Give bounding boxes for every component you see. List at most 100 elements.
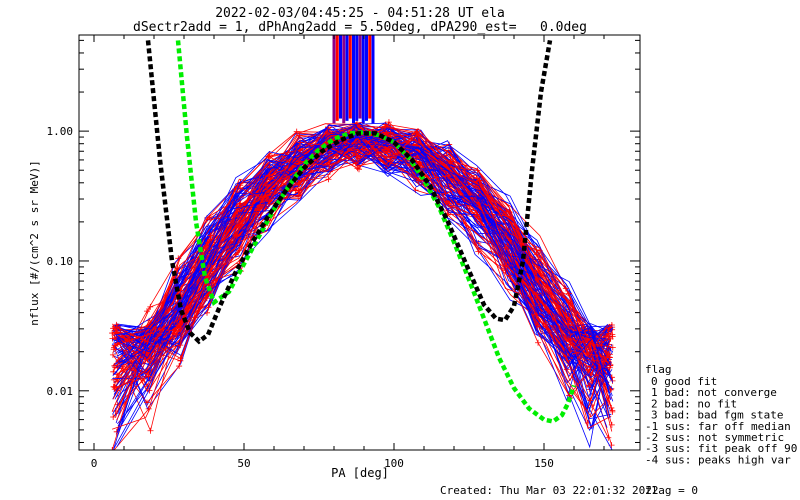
sweep-point [173, 331, 180, 338]
y-tick-label: 0.01 [47, 385, 74, 398]
y-axis-label: nflux [#/(cm^2 s sr MeV)] [28, 160, 41, 326]
legend-title: flag [645, 363, 672, 376]
sweep-point [114, 378, 121, 385]
blue-sweep-line [113, 133, 609, 366]
y-tick-label: 1.00 [47, 125, 74, 138]
peak-bars [332, 35, 375, 124]
legend-entry: -1 sus: far off median [645, 420, 791, 433]
sweep-point [266, 172, 273, 179]
peak-bar [368, 35, 372, 119]
plot-frame [78, 34, 641, 451]
sweep-point [609, 377, 616, 384]
fit-curves [145, 40, 577, 424]
sweep-point [325, 176, 332, 183]
peak-bar [358, 35, 362, 119]
sweep-point [566, 316, 573, 323]
chart-title: 2022-02-03/04:45:25 - 04:51:28 UT ela [215, 6, 505, 21]
sweep-point [353, 151, 360, 158]
sweep-point [147, 427, 154, 434]
peak-bar [365, 35, 368, 121]
sweep-point [143, 399, 150, 406]
sweep-point [609, 344, 616, 351]
sweep-point [295, 179, 302, 186]
sweep-point [145, 373, 152, 380]
red-sweep-line [114, 133, 611, 359]
legend-entry: -3 sus: fit peak off 90 [645, 442, 797, 455]
peak-bar [335, 35, 339, 121]
sweep-point [234, 208, 241, 215]
sweep-point [606, 394, 613, 401]
sweep-point [265, 153, 272, 160]
sweep-point [608, 404, 615, 411]
legend-entry: -2 sus: not symmetric [645, 431, 784, 444]
sweep-point [445, 200, 452, 207]
x-tick-label: 50 [237, 457, 250, 470]
peak-bar [361, 35, 365, 124]
sweep-point [233, 232, 240, 239]
sweep-point [176, 363, 183, 370]
green-fit-curve [175, 40, 577, 424]
sweep-point [385, 119, 392, 126]
blue-sweep-line [115, 129, 611, 387]
sweep-point [385, 145, 392, 152]
sweep-point [110, 413, 117, 420]
sweep-point [235, 224, 242, 231]
peak-bar [345, 35, 349, 121]
legend-entry: 3 bad: bad fgm state [651, 409, 783, 422]
sweep-point [607, 335, 614, 342]
black-fit-curve [145, 40, 553, 345]
sweep-point [109, 351, 116, 358]
sweep-point [588, 402, 595, 409]
sweep-point [605, 434, 612, 441]
x-tick-label: 100 [384, 457, 404, 470]
sweep-point [177, 355, 184, 362]
sweep-point [266, 198, 273, 205]
sweep-point [415, 177, 422, 184]
measurement-lines [109, 119, 616, 450]
sweep-point [474, 167, 481, 174]
sweep-point [203, 295, 210, 302]
sweep-point [474, 211, 481, 218]
legend-entry: 1 bad: not converge [651, 386, 777, 399]
sweep-point [114, 374, 121, 381]
blue-sweep-line [115, 136, 610, 394]
sweep-point [608, 421, 615, 428]
axis-ticks: 0 50 100 150 0.01 0.10 1.00 [47, 35, 640, 470]
legend-entry: -4 sus: peaks high var [645, 453, 791, 466]
peak-bar [371, 35, 375, 124]
sweep-point [562, 285, 569, 292]
sweep-point [607, 354, 614, 361]
flag-value: flag = 0 [645, 484, 698, 497]
sweep-point [502, 244, 509, 251]
peak-bar [339, 35, 342, 119]
sweep-point [506, 272, 513, 279]
sweep-point [147, 303, 154, 310]
legend-entry: 2 bad: no fit [651, 397, 737, 410]
sweep-point [535, 339, 542, 346]
peak-bar [348, 35, 352, 119]
sweep-point [384, 146, 391, 153]
sweep-point [476, 177, 483, 184]
sweep-point [587, 397, 594, 404]
sweep-point [442, 190, 449, 197]
sweep-point [114, 324, 121, 331]
sweep-point [113, 371, 120, 378]
blue-sweep-line [113, 140, 613, 450]
x-axis-label: PA [deg] [331, 466, 389, 480]
sweep-point [503, 262, 510, 269]
sweep-point [355, 146, 362, 153]
sweep-point [383, 130, 390, 137]
sweep-point [109, 335, 116, 342]
sweep-point [326, 162, 333, 169]
sweep-point [295, 187, 302, 194]
sweep-point [609, 407, 616, 414]
red-sweep-line [111, 133, 610, 412]
sweep-point [533, 291, 540, 298]
peak-bar [332, 35, 336, 124]
sweep-point [355, 166, 362, 173]
x-tick-label: 150 [534, 457, 554, 470]
created-timestamp: Created: Thu Mar 03 22:01:32 2022 [440, 484, 659, 497]
blue-sweep-line [116, 137, 612, 434]
sweep-point [147, 330, 154, 337]
